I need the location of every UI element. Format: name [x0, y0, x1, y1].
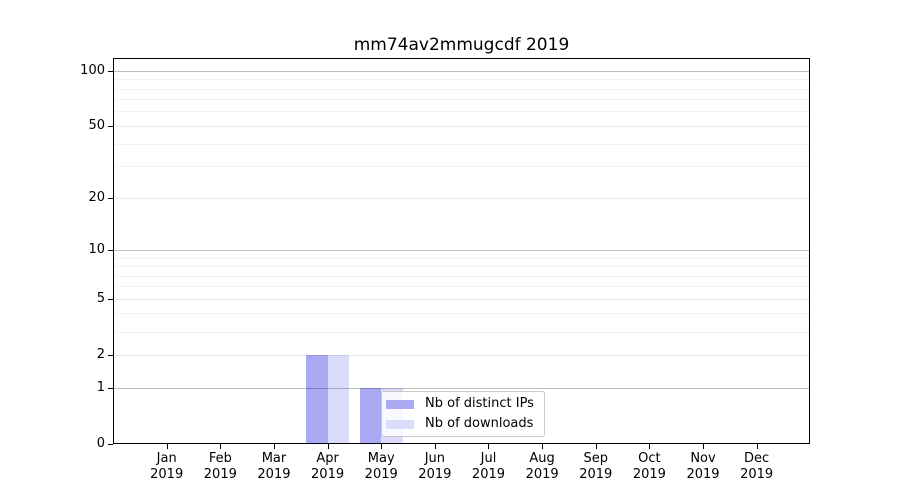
y-tick-label-1: 1 [96, 379, 105, 395]
chart-title: mm74av2mmugcdf 2019 [353, 35, 570, 55]
x-tick-label-sep-2019: Sep 2019 [579, 451, 613, 482]
y-tick-label-50: 50 [88, 117, 105, 133]
x-tick-label-may-2019: May 2019 [364, 451, 398, 482]
x-tickmark-jun-2019 [434, 443, 436, 449]
x-tickmark-nov-2019 [703, 443, 704, 449]
x-tick-label-apr-2019: Apr 2019 [311, 451, 345, 482]
x-tick-label-feb-2019: Feb 2019 [203, 451, 237, 482]
y-tick-label-2: 2 [96, 346, 105, 362]
x-tick-label-jul-2019: Jul 2019 [471, 451, 506, 482]
legend-entry-distinct-ips: Nb of distinct IPs [386, 394, 536, 414]
y-tickmark-0 [108, 443, 113, 445]
x-tickmark-jan-2019 [166, 443, 168, 449]
x-tickmark-sep-2019 [595, 443, 597, 449]
legend: Nb of distinct IPs Nb of downloads [381, 391, 545, 437]
x-tickmark-may-2019 [381, 443, 383, 449]
legend-swatch-distinct-ips [386, 399, 414, 409]
x-tickmark-apr-2019 [327, 443, 329, 449]
x-tick-label-jan-2019: Jan 2019 [150, 451, 184, 482]
x-tick-label-jun-2019: Jun 2019 [418, 451, 452, 482]
y-tick-label-20: 20 [88, 189, 105, 205]
legend-entry-downloads: Nb of downloads [386, 414, 536, 434]
x-tickmark-dec-2019 [756, 443, 758, 449]
legend-label-distinct-ips: Nb of distinct IPs [425, 396, 534, 411]
y-tick-label-0: 0 [96, 435, 105, 451]
legend-swatch-downloads [386, 419, 414, 429]
y-tick-label-5: 5 [96, 290, 105, 306]
y-tick-label-100: 100 [80, 62, 105, 78]
x-tick-label-dec-2019: Dec 2019 [740, 451, 774, 482]
x-tick-label-mar-2019: Mar 2019 [257, 451, 291, 482]
legend-label-downloads: Nb of downloads [425, 416, 534, 431]
x-tickmark-mar-2019 [273, 443, 275, 449]
x-tick-label-oct-2019: Oct 2019 [632, 451, 666, 482]
x-tick-label-aug-2019: Aug 2019 [525, 451, 559, 482]
y-tick-label-10: 10 [88, 241, 105, 257]
x-tickmark-feb-2019 [220, 443, 222, 449]
plot-frame [113, 58, 810, 444]
x-tickmark-oct-2019 [649, 443, 651, 449]
x-tickmark-jul-2019 [488, 443, 490, 449]
x-tick-label-nov-2019: Nov 2019 [686, 451, 720, 482]
x-tickmark-aug-2019 [542, 443, 544, 449]
